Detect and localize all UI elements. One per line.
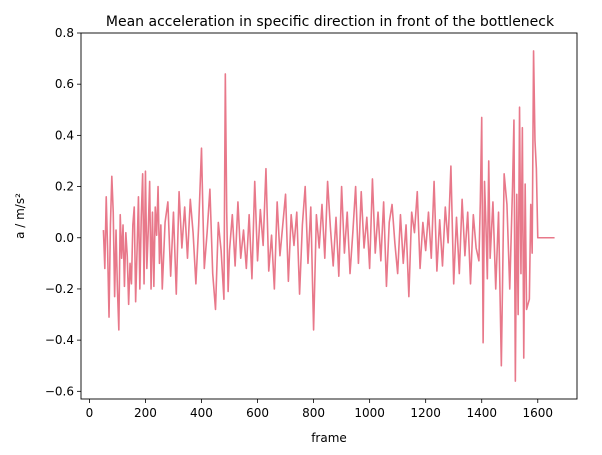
- y-tick-label: −0.4: [45, 333, 74, 347]
- chart-title: Mean acceleration in specific direction …: [106, 14, 555, 30]
- plot-area: [102, 50, 555, 382]
- x-axis: 0 200 400 600 800 1000 1200 1400 1600: [86, 399, 553, 420]
- y-tick-label: −0.2: [45, 282, 74, 296]
- y-axis-label: a / m/s²: [13, 193, 27, 239]
- x-tick-label: 400: [190, 406, 213, 420]
- x-tick-label: 1600: [522, 406, 553, 420]
- series-line-0: [102, 50, 555, 382]
- y-tick-label: 0.2: [55, 180, 74, 194]
- y-tick-label: 0.8: [55, 26, 74, 40]
- y-axis: −0.6 −0.4 −0.2 0.0 0.2 0.4 0.6 0.8: [45, 26, 81, 398]
- x-tick-label: 1400: [466, 406, 497, 420]
- x-tick-label: 800: [302, 406, 325, 420]
- y-tick-label: 0.0: [55, 231, 74, 245]
- y-tick-label: 0.6: [55, 77, 74, 91]
- y-tick-label: 0.4: [55, 128, 74, 142]
- plot-frame: [80, 32, 578, 400]
- x-tick-label: 0: [86, 406, 94, 420]
- x-axis-label: frame: [311, 431, 347, 445]
- y-tick-label: −0.6: [45, 384, 74, 398]
- x-tick-label: 600: [246, 406, 269, 420]
- x-tick-label: 1000: [354, 406, 385, 420]
- x-tick-label: 200: [134, 406, 157, 420]
- x-tick-label: 1200: [410, 406, 441, 420]
